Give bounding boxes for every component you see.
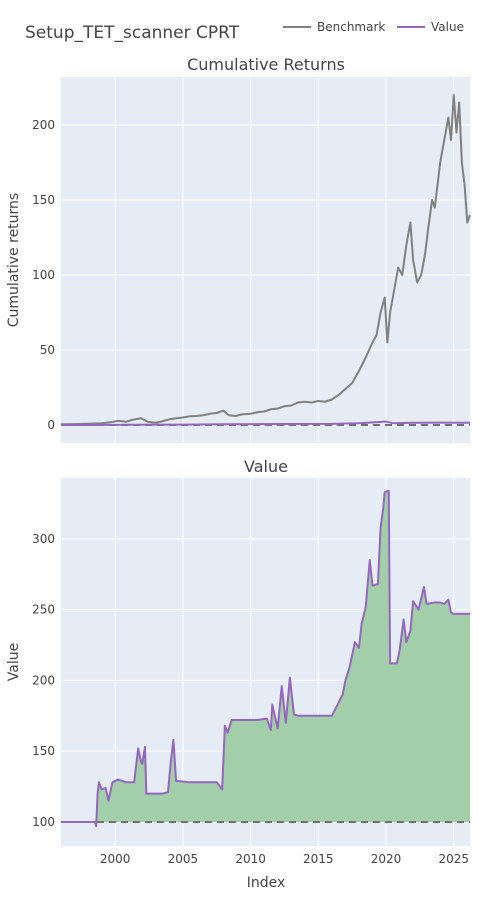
y-tick-label: 250 [32,603,55,617]
legend-value-label[interactable]: Value [431,20,464,34]
y-tick-label: 200 [32,118,55,132]
x-tick-label: 2020 [371,852,402,866]
y-axis-label: Cumulative returns [6,193,22,327]
legend-benchmark-label[interactable]: Benchmark [317,20,385,34]
y-tick-label: 200 [32,673,55,687]
panel-title: Cumulative Returns [187,55,345,74]
y-tick-label: 100 [32,268,55,282]
x-axis-label: Index [247,875,286,891]
panel-title: Value [244,457,288,476]
x-tick-label: 2025 [438,852,469,866]
value-area-fill [61,490,470,827]
legend[interactable]: Benchmark Value [283,20,464,34]
x-tick-label: 2000 [100,852,131,866]
x-tick-label: 2005 [168,852,199,866]
x-tick-label: 2010 [235,852,266,866]
series-line-value[interactable] [61,489,470,828]
figure-title: Setup_TET_scanner CPRT [25,23,240,43]
series-line-benchmark[interactable] [60,94,471,426]
y-tick-label: 50 [40,343,55,357]
x-tick-label: 2015 [303,852,334,866]
series-line-value[interactable] [61,420,471,426]
cumulative-returns-panel: 0 50 100 150 200 Cumulative Returns Cumulati… [6,55,471,443]
y-tick-label: 100 [32,815,55,829]
y-axis-label: Value [6,643,22,681]
y-tick-label: 300 [32,532,55,546]
y-tick-label: 150 [32,744,55,758]
plot-background [61,77,470,443]
y-tick-label: 150 [32,193,55,207]
y-tick-label: 0 [47,418,55,432]
value-panel: 100 150 200 250 300 2000 2005 2010 2015 2020 2025… [6,457,470,891]
